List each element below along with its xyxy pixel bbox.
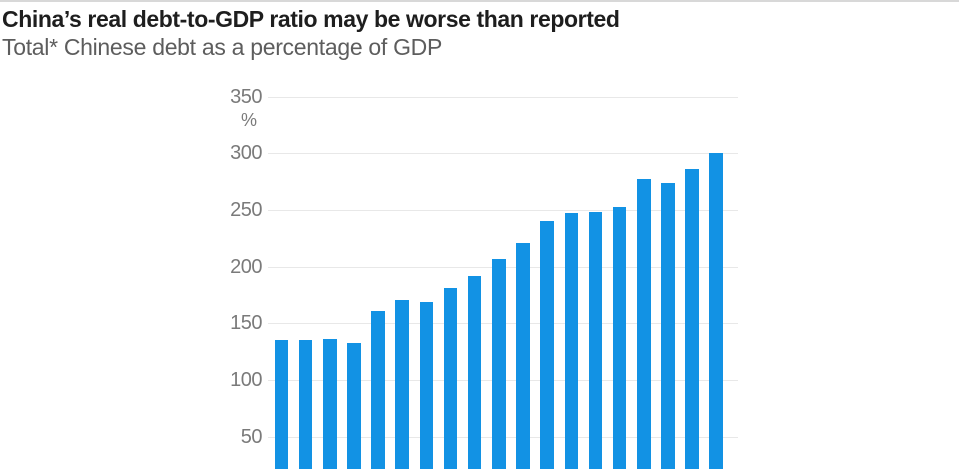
chart-title: China’s real debt-to-GDP ratio may be wo… bbox=[2, 6, 620, 32]
bar bbox=[274, 340, 289, 469]
bar bbox=[564, 213, 578, 469]
gridline bbox=[268, 153, 738, 155]
bar bbox=[709, 153, 723, 469]
gridline bbox=[268, 209, 738, 211]
bar bbox=[443, 288, 458, 469]
chart-subtitle: Total* Chinese debt as a percentage of G… bbox=[2, 34, 443, 60]
bar bbox=[637, 179, 651, 469]
y-axis-tick-label: 200 bbox=[230, 255, 262, 278]
bar bbox=[516, 242, 530, 469]
bar bbox=[467, 275, 482, 469]
bar bbox=[492, 258, 506, 469]
y-axis-tick-label: 150 bbox=[230, 312, 262, 335]
y-axis-tick-label: 300 bbox=[230, 142, 262, 165]
bar bbox=[419, 301, 434, 469]
gridline bbox=[268, 96, 738, 98]
bar bbox=[323, 339, 337, 469]
bar bbox=[685, 169, 699, 469]
y-axis-unit-label: % bbox=[240, 109, 257, 130]
y-axis-tick-label: 250 bbox=[230, 198, 262, 221]
top-divider-rule bbox=[0, 0, 959, 2]
bar bbox=[395, 299, 409, 469]
bar bbox=[298, 340, 313, 469]
bar bbox=[588, 212, 603, 469]
bar bbox=[371, 310, 385, 469]
bar bbox=[347, 342, 361, 469]
bar bbox=[540, 221, 554, 469]
y-axis-tick-label: 50 bbox=[240, 425, 263, 448]
bar bbox=[612, 206, 627, 469]
y-axis-tick-label: 350 bbox=[230, 85, 262, 108]
bar bbox=[661, 182, 675, 469]
y-axis-tick-label: 100 bbox=[230, 369, 262, 391]
